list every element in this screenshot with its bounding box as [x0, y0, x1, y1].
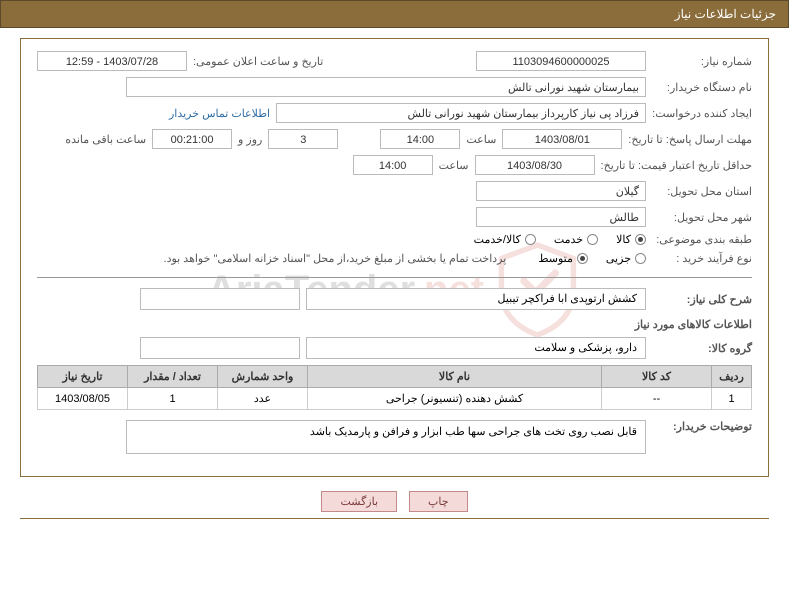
radio-service[interactable]: خدمت — [554, 233, 598, 246]
cell-unit: عدد — [218, 388, 308, 410]
radio-goods[interactable]: کالا — [616, 233, 646, 246]
label-time2: ساعت — [439, 159, 469, 172]
cell-name: کشش دهنده (تنسیونر) جراحی — [308, 388, 602, 410]
label-city: شهر محل تحویل: — [652, 211, 752, 224]
field-buyer-org: بیمارستان شهید نورانی تالش — [126, 77, 646, 97]
field-min-validity-time: 14:00 — [353, 155, 433, 175]
field-reply-time: 14:00 — [380, 129, 460, 149]
field-remaining-days: 3 — [268, 129, 338, 149]
field-goods-group: دارو، پزشکی و سلامت — [306, 337, 646, 359]
process-radio-group: جزیی متوسط — [538, 252, 646, 265]
radio-medium[interactable]: متوسط — [538, 252, 588, 265]
back-button[interactable]: بازگشت — [321, 491, 397, 512]
label-reply-deadline: مهلت ارسال پاسخ: تا تاریخ: — [628, 133, 752, 146]
page-title-bar: جزئیات اطلاعات نیاز — [0, 0, 789, 28]
label-need-desc: شرح کلی نیاز: — [652, 293, 752, 306]
field-remaining-time: 00:21:00 — [152, 129, 232, 149]
label-buyer-notes: توضیحات خریدار: — [652, 420, 752, 433]
category-radio-group: کالا خدمت کالا/خدمت — [474, 233, 646, 246]
section-items-info: اطلاعات کالاهای مورد نیاز — [37, 318, 752, 331]
page-title: جزئیات اطلاعات نیاز — [675, 7, 776, 21]
buyer-contact-link[interactable]: اطلاعات تماس خریدار — [169, 107, 270, 120]
items-table: ردیف کد کالا نام کالا واحد شمارش تعداد /… — [37, 365, 752, 410]
print-button[interactable]: چاپ — [409, 491, 468, 512]
cell-qty: 1 — [128, 388, 218, 410]
radio-dot-icon — [635, 253, 646, 264]
label-category: طبقه بندی موضوعی: — [652, 233, 752, 246]
field-goods-group-extra — [140, 337, 300, 359]
main-frame: شماره نیاز: 1103094600000025 تاریخ و ساع… — [20, 38, 769, 477]
cell-date: 1403/08/05 — [38, 388, 128, 410]
field-province: گیلان — [476, 181, 646, 201]
label-time1: ساعت — [466, 133, 496, 146]
label-day-and: روز و — [238, 133, 262, 146]
label-min-validity: حداقل تاریخ اعتبار قیمت: تا تاریخ: — [601, 159, 752, 172]
table-row: 1 -- کشش دهنده (تنسیونر) جراحی عدد 1 140… — [38, 388, 752, 410]
field-need-desc: کشش ارتوپدی ابا فراکچر تیبیل — [306, 288, 646, 310]
field-buyer-notes: قابل نصب روی تخت های جراحی سها طب ابزار … — [126, 420, 646, 454]
footer-divider — [20, 518, 769, 519]
field-need-number: 1103094600000025 — [476, 51, 646, 71]
label-goods-group: گروه کالا: — [652, 342, 752, 355]
th-qty: تعداد / مقدار — [128, 366, 218, 388]
th-unit: واحد شمارش — [218, 366, 308, 388]
label-announce-datetime: تاریخ و ساعت اعلان عمومی: — [193, 55, 323, 68]
field-reply-date: 1403/08/01 — [502, 129, 622, 149]
radio-dot-icon — [635, 234, 646, 245]
th-row: ردیف — [712, 366, 752, 388]
label-process: نوع فرآیند خرید : — [652, 252, 752, 265]
label-province: استان محل تحویل: — [652, 185, 752, 198]
field-requester: فرزاد پی نیاز کارپرداز بیمارستان شهید نو… — [276, 103, 646, 123]
field-min-validity-date: 1403/08/30 — [475, 155, 595, 175]
radio-dot-icon — [587, 234, 598, 245]
table-header-row: ردیف کد کالا نام کالا واحد شمارش تعداد /… — [38, 366, 752, 388]
th-name: نام کالا — [308, 366, 602, 388]
label-buyer-org: نام دستگاه خریدار: — [652, 81, 752, 94]
label-need-number: شماره نیاز: — [652, 55, 752, 68]
label-requester: ایجاد کننده درخواست: — [652, 107, 752, 120]
th-date: تاریخ نیاز — [38, 366, 128, 388]
radio-goods-service[interactable]: کالا/خدمت — [474, 233, 536, 246]
radio-dot-icon — [525, 234, 536, 245]
th-code: کد کالا — [602, 366, 712, 388]
cell-code: -- — [602, 388, 712, 410]
field-need-desc-extra — [140, 288, 300, 310]
payment-note: پرداخت تمام یا بخشی از مبلغ خرید،از محل … — [164, 252, 507, 265]
label-remaining: ساعت باقی مانده — [65, 133, 146, 146]
field-city: طالش — [476, 207, 646, 227]
cell-row: 1 — [712, 388, 752, 410]
field-announce-datetime: 1403/07/28 - 12:59 — [37, 51, 187, 71]
radio-minor[interactable]: جزیی — [606, 252, 646, 265]
divider — [37, 277, 752, 278]
button-row: چاپ بازگشت — [0, 491, 789, 512]
radio-dot-icon — [577, 253, 588, 264]
